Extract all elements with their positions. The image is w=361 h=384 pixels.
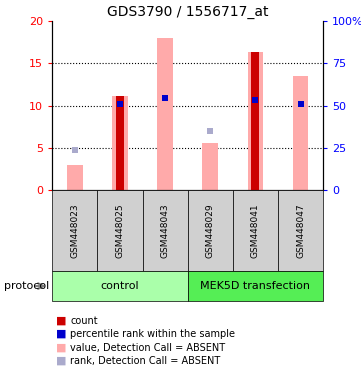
Text: value, Detection Call = ABSENT: value, Detection Call = ABSENT bbox=[70, 343, 226, 353]
Bar bbox=[67, 165, 83, 190]
Text: protocol: protocol bbox=[4, 281, 49, 291]
Title: GDS3790 / 1556717_at: GDS3790 / 1556717_at bbox=[107, 5, 269, 19]
Text: ■: ■ bbox=[56, 343, 66, 353]
Text: ■: ■ bbox=[56, 316, 66, 326]
Bar bbox=[157, 38, 173, 190]
Text: control: control bbox=[101, 281, 139, 291]
Text: count: count bbox=[70, 316, 98, 326]
Text: GSM448029: GSM448029 bbox=[206, 203, 215, 258]
Text: percentile rank within the sample: percentile rank within the sample bbox=[70, 329, 235, 339]
Text: GSM448041: GSM448041 bbox=[251, 203, 260, 258]
Bar bbox=[116, 96, 124, 190]
Text: ■: ■ bbox=[56, 329, 66, 339]
Text: MEK5D transfection: MEK5D transfection bbox=[200, 281, 310, 291]
Text: GSM448043: GSM448043 bbox=[161, 203, 170, 258]
Text: GSM448025: GSM448025 bbox=[116, 203, 125, 258]
Bar bbox=[203, 143, 218, 190]
Bar bbox=[293, 76, 308, 190]
Bar bbox=[248, 52, 263, 190]
Text: GSM448023: GSM448023 bbox=[70, 203, 79, 258]
Bar bbox=[112, 96, 128, 190]
Bar bbox=[251, 52, 260, 190]
Text: ■: ■ bbox=[56, 356, 66, 366]
Text: GSM448047: GSM448047 bbox=[296, 203, 305, 258]
Text: rank, Detection Call = ABSENT: rank, Detection Call = ABSENT bbox=[70, 356, 221, 366]
